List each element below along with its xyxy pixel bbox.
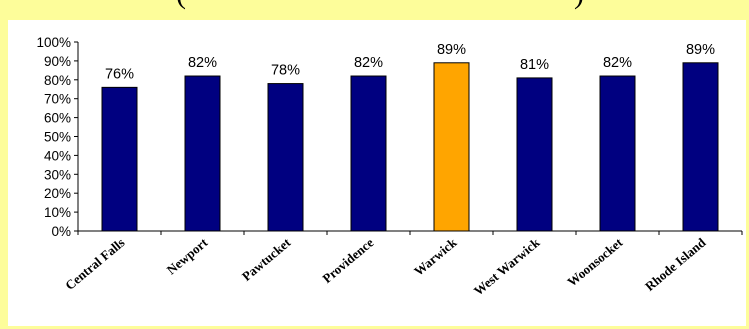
category-label: Newport — [164, 234, 211, 277]
y-tick-label: 70% — [44, 92, 71, 107]
title-close-paren: ) — [574, 0, 584, 9]
category-label: Pawtucket — [239, 234, 294, 284]
data-label: 82% — [603, 55, 632, 71]
y-tick-label: 40% — [44, 148, 71, 163]
category-label: Central Falls — [62, 235, 127, 293]
data-label: 76% — [105, 66, 134, 82]
y-tick-label: 100% — [36, 35, 71, 50]
data-label: 89% — [437, 42, 466, 58]
bar-chart: 0% 10% 20% 30% 40% 50% 60% 70% 80% 90% 100% 76% Cent… — [36, 35, 743, 298]
category-label: Woonsocket — [564, 234, 626, 289]
y-tick-label: 50% — [44, 130, 71, 145]
y-tick-label: 20% — [44, 186, 71, 201]
chart-panel: 0% 10% 20% 30% 40% 50% 60% 70% 80% 90% 100% 76% Cent… — [8, 20, 746, 326]
y-tick-label: 30% — [44, 167, 71, 182]
y-tick-label: 10% — [44, 205, 71, 220]
data-label: 89% — [686, 42, 715, 58]
category-label: Providence — [319, 235, 376, 286]
title-open-paren: ( — [176, 0, 186, 9]
bar — [682, 62, 719, 232]
bar — [184, 75, 221, 232]
bar — [599, 75, 636, 232]
data-label: 78% — [271, 63, 300, 79]
y-tick-label: 90% — [44, 54, 71, 69]
data-label: 81% — [520, 57, 549, 73]
category-label: West Warwick — [471, 234, 543, 298]
bar — [350, 75, 387, 232]
y-tick-label: 80% — [44, 73, 71, 88]
title-fragment: ( ) — [0, 0, 749, 16]
category-label: Warwick — [411, 234, 460, 278]
bar — [101, 86, 138, 232]
bar — [516, 77, 553, 232]
category-label: Rhode Island — [642, 234, 709, 294]
y-tick-label: 0% — [51, 224, 71, 239]
data-label: 82% — [354, 55, 383, 71]
y-tick-label: 60% — [44, 111, 71, 126]
bar — [267, 83, 304, 232]
bar — [433, 62, 470, 232]
data-label: 82% — [188, 55, 217, 71]
